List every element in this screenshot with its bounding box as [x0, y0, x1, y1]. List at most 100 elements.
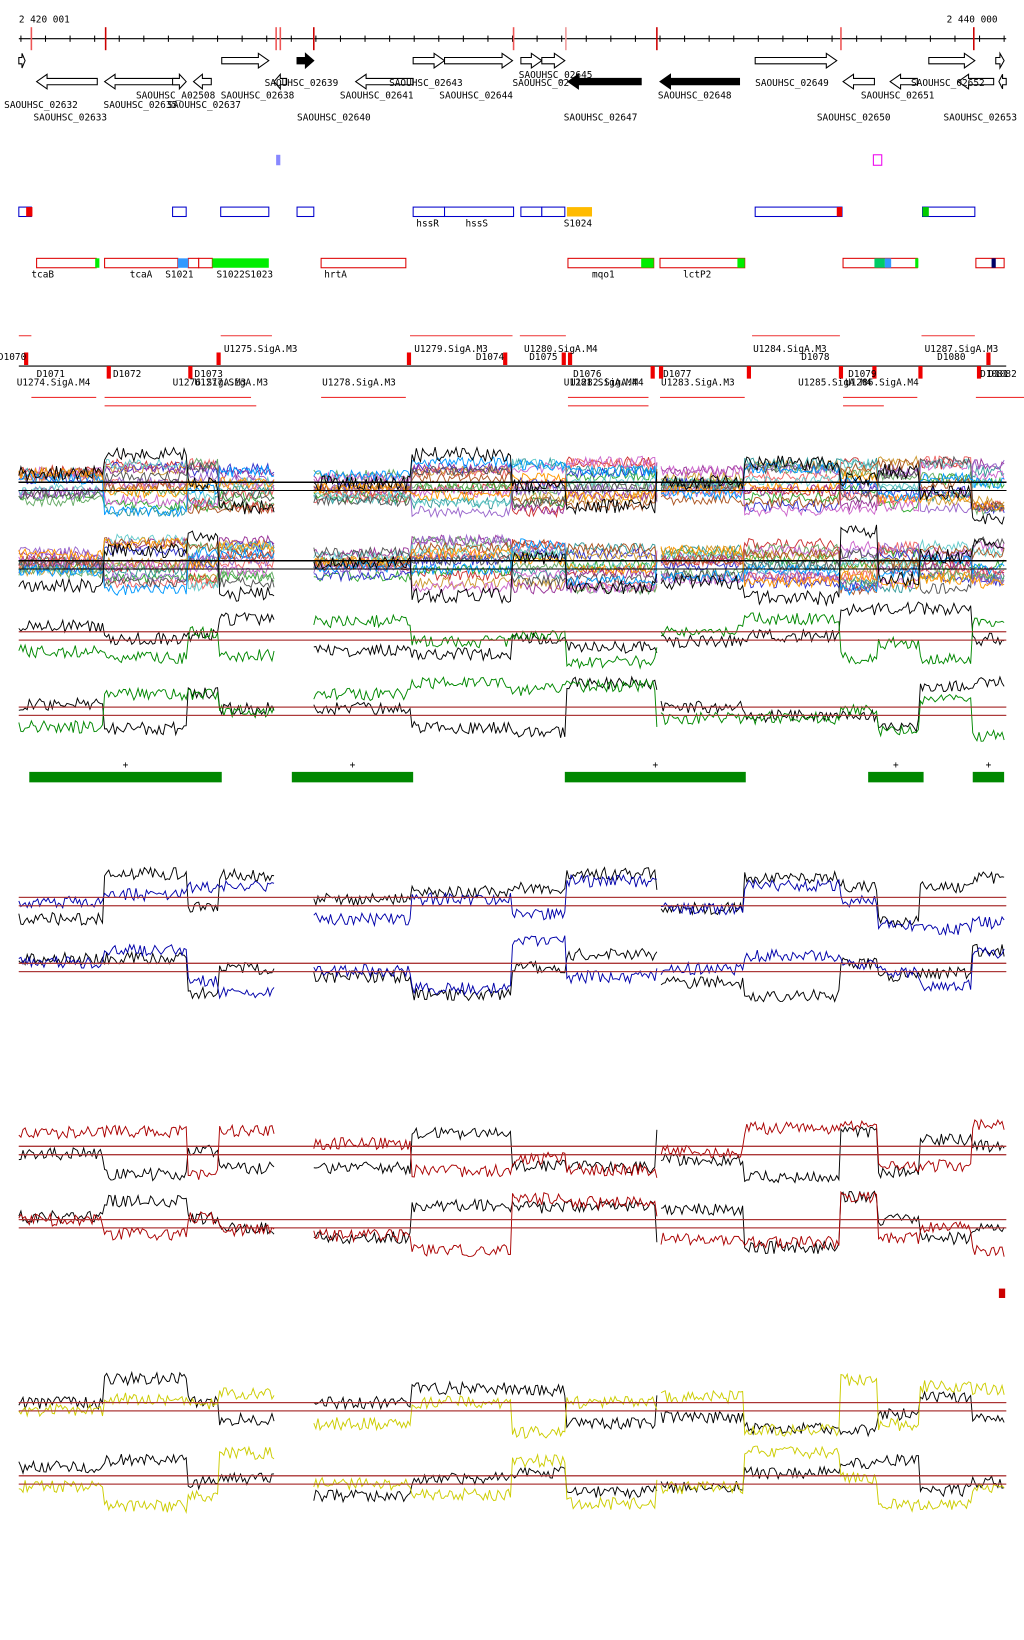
gene-label: SAOUHSC_02637	[167, 100, 241, 111]
regulatory-label: D1080	[937, 352, 966, 363]
signal-line	[313, 1380, 658, 1430]
signal-line	[313, 874, 657, 928]
signal-line	[660, 1190, 1005, 1257]
regulatory-label: U1276.SigA.M3	[173, 377, 247, 388]
gene-label: SAOUHSC_02633	[33, 113, 107, 124]
signal-line	[18, 1193, 275, 1235]
gene-label: SAOUHSC_02649	[755, 78, 829, 89]
feature-end	[26, 207, 33, 217]
green-bar	[291, 771, 414, 783]
gene-label: SAOUHSC_02640	[297, 113, 371, 124]
regulatory-label: U1275.SigA.M3	[224, 344, 298, 355]
regulatory-label: D1072	[113, 369, 141, 380]
regulatory-mark	[918, 366, 923, 379]
regulatory-mark	[188, 366, 193, 379]
signal-line	[661, 878, 1005, 937]
signal-line	[313, 546, 657, 575]
regulatory-label: D1074	[476, 352, 505, 363]
regulatory-label: D1082	[988, 369, 1016, 380]
signal-line	[313, 1395, 658, 1439]
regulatory-label: D1073	[195, 369, 223, 380]
signal-line	[660, 946, 1005, 993]
signal-line	[660, 536, 1005, 595]
signal-line	[660, 869, 1005, 929]
signal-line	[18, 489, 275, 513]
strand-marker: +	[123, 760, 129, 771]
feature-label: hssS	[465, 218, 488, 229]
regulatory-mark	[650, 366, 655, 379]
operon-fill	[641, 258, 654, 268]
signal-line	[18, 1453, 275, 1491]
signal-line	[660, 458, 1005, 518]
gene-label: SAOUHSC_02653	[943, 113, 1017, 124]
signal-line	[313, 1126, 658, 1176]
strand-marker: +	[652, 760, 658, 771]
signal-line	[313, 468, 658, 498]
regulatory-mark	[503, 352, 508, 366]
regulatory-mark	[976, 366, 982, 379]
regulatory-mark	[986, 352, 991, 366]
signal-line	[18, 1370, 275, 1427]
gene-label: SAOUHSC_02	[513, 78, 570, 89]
regulatory-mark	[106, 366, 111, 379]
signal-line	[313, 632, 658, 662]
signal-line	[313, 675, 658, 738]
gene-label: SAOUHSC_02652	[911, 78, 985, 89]
signal-line	[18, 879, 275, 909]
strand-marker: +	[350, 760, 356, 771]
gene-label: SAOUHSC_02644	[439, 91, 513, 102]
gene-arrow	[103, 73, 179, 90]
signal-line	[660, 553, 1005, 596]
signal-line	[313, 445, 658, 516]
signal-line	[313, 1192, 658, 1258]
regulatory-label: U1279.SigA.M3	[414, 344, 488, 355]
feature-label: S1022	[217, 270, 245, 281]
signal-line	[313, 464, 658, 509]
gene-label: SAOUHSC_02648	[658, 91, 732, 102]
regulatory-label: D1071	[37, 369, 66, 380]
feature-label: S1024	[564, 218, 593, 229]
feature-box	[412, 206, 446, 218]
signal-line	[660, 611, 1005, 666]
operon-box	[36, 257, 97, 269]
gene-label: SAOUHSC_02639	[265, 78, 339, 89]
signal-line	[18, 537, 275, 571]
signal-line	[660, 1390, 1005, 1438]
gene-label: SAOUHSC_A02508	[136, 91, 216, 102]
signal-line	[313, 549, 658, 583]
gene-arrow	[567, 73, 642, 90]
signal-line	[660, 1454, 1005, 1498]
gene-arrow	[754, 52, 838, 69]
gene-arrow	[889, 73, 918, 90]
gene-arrow	[928, 52, 976, 69]
regulatory-mark	[24, 352, 29, 366]
operon-fill	[212, 258, 269, 268]
regulatory-label: D1077	[663, 369, 691, 380]
signal-line	[313, 455, 658, 500]
ruler-start: 2 420 001	[19, 14, 70, 25]
signal-line	[660, 943, 1005, 1003]
operon-fill	[95, 258, 100, 268]
feature-end	[836, 207, 843, 217]
regulatory-label: D1081	[980, 369, 1009, 380]
gene-arrow	[520, 52, 543, 69]
gene-label: SAOUHSC_02641	[340, 91, 414, 102]
signal-line	[660, 1190, 1005, 1255]
green-bar	[972, 771, 1005, 783]
signal-line	[660, 1125, 1005, 1184]
feature-label: mqo1	[592, 270, 615, 281]
feature-box	[220, 206, 270, 218]
signal-line	[660, 1372, 1005, 1437]
regulatory-label: D1078	[801, 352, 830, 363]
gene-arrow	[192, 73, 212, 91]
signal-line	[660, 544, 1005, 591]
feature-end	[922, 207, 929, 217]
feature-box	[754, 206, 843, 218]
operon-box	[975, 257, 1005, 269]
signal-line	[313, 546, 658, 583]
signal-line	[313, 1453, 658, 1510]
gene-arrow	[273, 72, 288, 91]
signal-line	[313, 866, 658, 907]
feature-box	[520, 206, 543, 218]
regulatory-mark	[216, 352, 221, 366]
